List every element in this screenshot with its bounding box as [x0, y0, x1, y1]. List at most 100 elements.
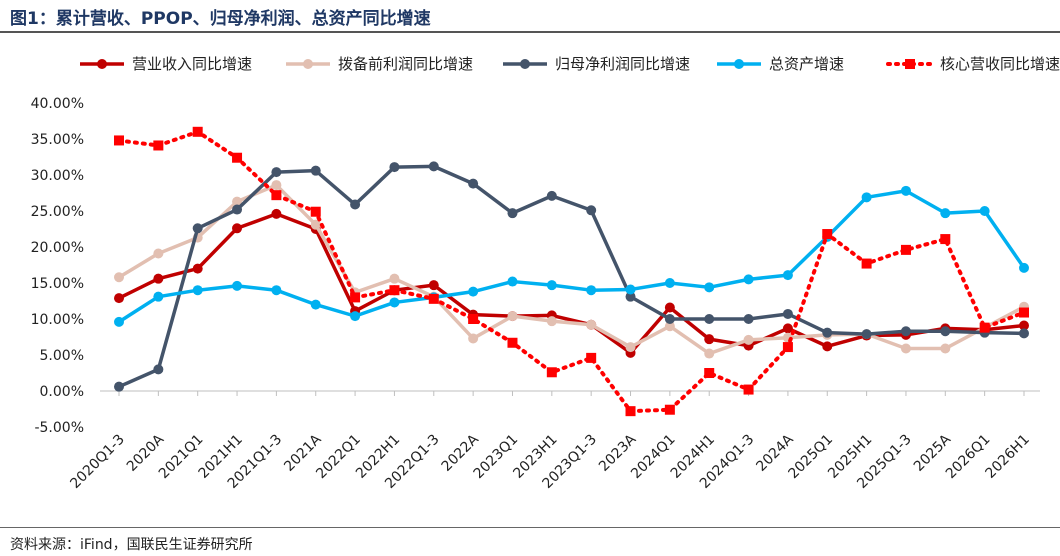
data-point [507, 337, 518, 348]
data-point [507, 311, 518, 322]
series-line [118, 164, 1025, 389]
y-tick-label: 5.00% [40, 348, 84, 364]
data-point [507, 208, 518, 219]
data-point [389, 273, 400, 284]
source-note: 资料来源：iFind，国联民生证券研究所 [10, 537, 253, 553]
data-point [153, 273, 164, 284]
data-point [546, 316, 557, 327]
data-point [114, 293, 124, 304]
data-point [232, 280, 243, 291]
data-point [625, 342, 636, 353]
legend-label: 拨备前利润同比增速 [338, 55, 473, 73]
y-tick-label: 35.00% [31, 132, 84, 148]
data-point [822, 327, 833, 338]
series-4 [114, 185, 1029, 327]
legend: 营业收入同比增速 拨备前利润同比增速 归母净利润同比增速 总资产增速 核心营收同比增速 [80, 55, 1060, 73]
source-rule [0, 527, 1060, 528]
legend-label: 营业收入同比增速 [132, 55, 252, 73]
plot-area [114, 126, 1029, 417]
data-point [114, 135, 124, 146]
data-point [468, 178, 479, 189]
legend-item-3: 归母净利润同比增速 [503, 55, 690, 73]
data-point [546, 190, 557, 201]
data-point [428, 161, 439, 172]
data-point [940, 343, 951, 354]
data-point [232, 204, 243, 215]
data-point [586, 205, 597, 216]
data-point [468, 333, 479, 344]
legend-marker [97, 59, 107, 69]
data-point [192, 126, 203, 137]
data-point [428, 293, 439, 304]
data-point [861, 258, 872, 269]
legend-item-1: 营业收入同比增速 [80, 55, 252, 73]
data-point [704, 314, 715, 324]
data-point [782, 342, 793, 353]
series-5 [114, 126, 1029, 417]
data-point [704, 368, 715, 378]
series-line [118, 189, 1026, 324]
legend-item-4: 总资产增速 [717, 55, 844, 73]
data-point [310, 299, 321, 310]
data-point [1019, 328, 1029, 339]
data-point [389, 285, 400, 296]
data-point [310, 206, 321, 217]
data-point [979, 322, 990, 333]
data-point [428, 280, 439, 291]
data-point [1019, 307, 1029, 318]
data-point [350, 292, 361, 303]
data-point [704, 348, 715, 359]
series-line [118, 183, 1025, 356]
data-point [468, 286, 479, 297]
data-point [900, 185, 911, 196]
data-point [153, 364, 164, 375]
data-point [114, 272, 124, 283]
data-point [546, 367, 557, 378]
data-point [782, 323, 793, 334]
data-point [586, 285, 597, 296]
data-point [743, 384, 754, 395]
data-point [664, 321, 675, 332]
data-point [664, 278, 675, 288]
data-point [350, 199, 361, 210]
data-point [153, 140, 164, 151]
figure-title: 图1：累计营收、PPOP、归母净利润、总资产同比增速 [10, 9, 431, 29]
x-tick-label: 2020Q1-3 [67, 432, 127, 492]
data-point [861, 192, 872, 203]
legend-marker [734, 59, 744, 69]
data-point [822, 229, 833, 240]
data-point [1019, 320, 1029, 331]
title-rule [0, 31, 1060, 33]
y-tick-label: -5.00% [34, 420, 84, 436]
data-point [861, 329, 872, 340]
data-point [743, 334, 754, 345]
y-tick-label: 25.00% [31, 204, 84, 220]
data-point [586, 319, 597, 330]
y-tick-label: 10.00% [31, 312, 84, 328]
series-1 [114, 208, 1029, 358]
data-point [900, 343, 911, 354]
data-point [232, 223, 243, 234]
data-point [664, 302, 675, 313]
data-point [153, 248, 164, 259]
data-point [114, 316, 124, 327]
x-axis: 2020Q1-32020A2021Q12021H12021Q1-32021A20… [67, 390, 1040, 492]
y-tick-label: 40.00% [31, 96, 84, 112]
data-point [310, 219, 321, 230]
data-point [389, 297, 400, 308]
data-point [782, 308, 793, 319]
data-point [192, 223, 203, 234]
data-point [310, 165, 321, 176]
data-point [586, 352, 597, 363]
legend-label: 核心营收同比增速 [940, 55, 1060, 73]
legend-label: 归母净利润同比增速 [555, 55, 690, 73]
data-point [625, 291, 636, 302]
data-point [114, 381, 124, 392]
data-point [546, 280, 557, 291]
data-point [900, 244, 911, 255]
data-point [664, 404, 675, 415]
data-point [979, 206, 990, 216]
data-point [743, 274, 754, 285]
data-point [153, 291, 164, 302]
y-tick-label: 15.00% [31, 276, 84, 292]
